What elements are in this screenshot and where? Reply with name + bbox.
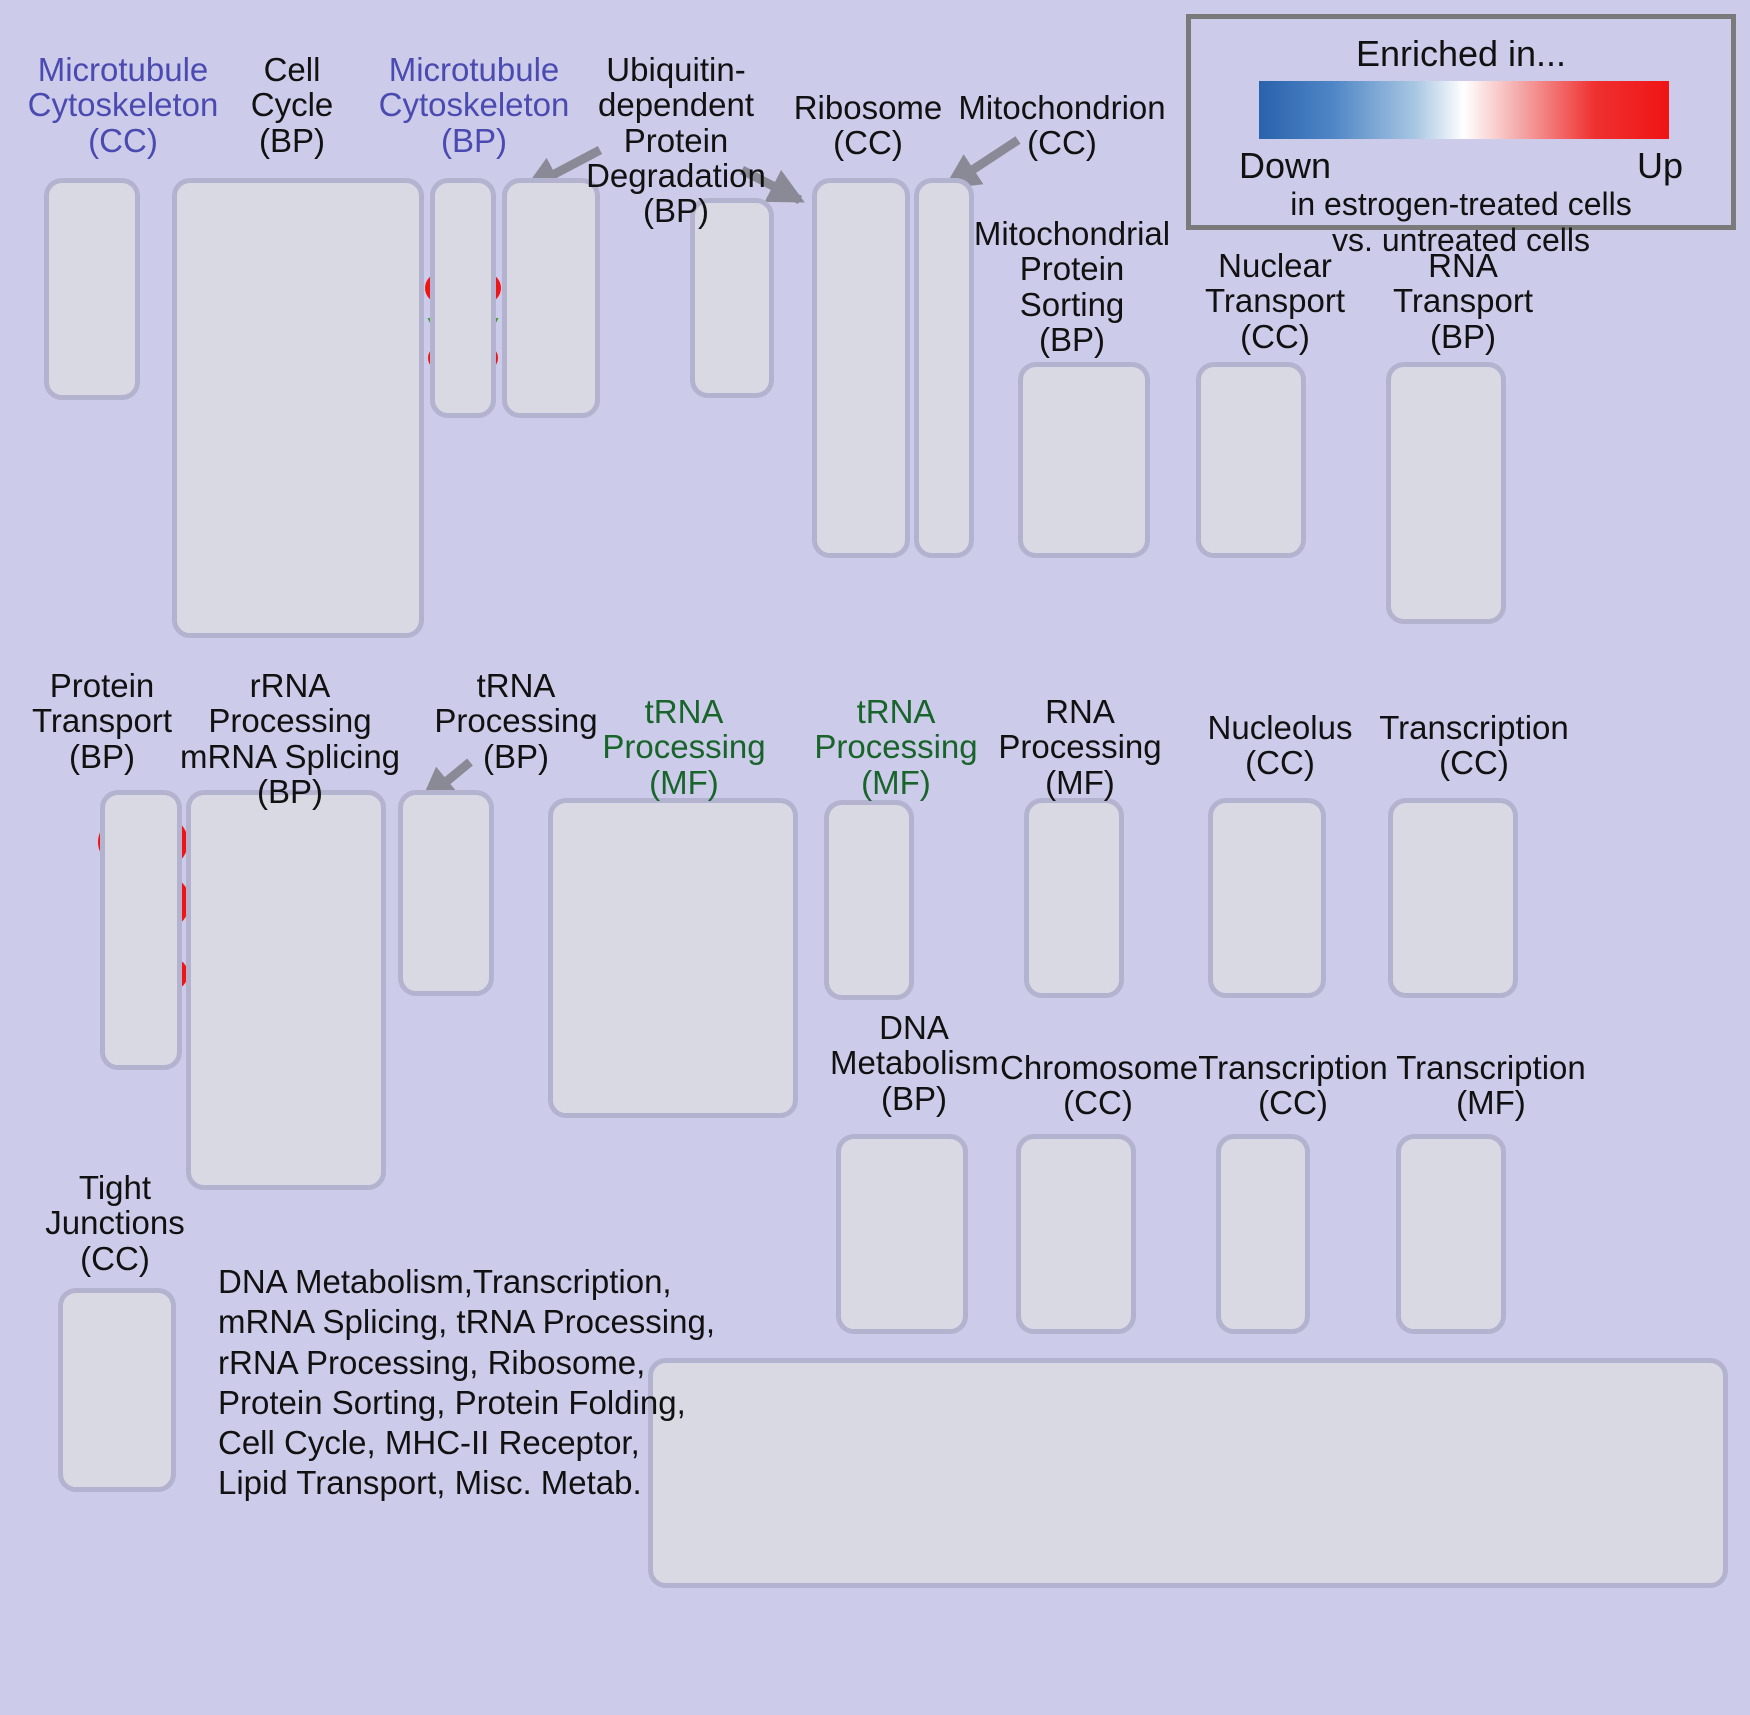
cluster-box[interactable] (548, 798, 798, 1118)
label-mitochondrion-cc: Mitochondrion (CC) (958, 89, 1166, 162)
cluster-box[interactable] (172, 178, 424, 638)
legend-caption: in estrogen-treated cells vs. untreated … (1290, 186, 1632, 258)
cluster-box[interactable] (502, 178, 600, 418)
label-transcription-mf: Transcription (MF) (1396, 1049, 1586, 1122)
legend-title: Enriched in... (1355, 33, 1567, 74)
cluster-box[interactable] (1396, 1134, 1506, 1334)
multi-category-text: DNA Metabolism,Transcription, mRNA Splic… (218, 1263, 716, 1502)
legend-gradient-bar (1259, 81, 1669, 139)
legend-up-label: Up (1636, 145, 1683, 186)
cluster-box[interactable] (1024, 798, 1124, 998)
cluster-box[interactable] (1016, 1134, 1136, 1334)
label-trna-processing-mf-2: tRNA Processing (MF) (814, 693, 978, 801)
cluster-box[interactable] (58, 1288, 176, 1492)
label-transcription-cc-2: Transcription (CC) (1198, 1049, 1388, 1122)
label-trna-processing-mf-1: tRNA Processing (MF) (602, 693, 766, 801)
cluster-box[interactable] (398, 790, 494, 996)
label-chromosome-cc: Chromosome (CC) (1000, 1049, 1199, 1122)
label-ubiquitin-protein-degradation-bp: Ubiquitin- dependent Protein Degradation… (586, 51, 766, 230)
label-microtubule-cytoskeleton-cc: Microtubule Cytoskeleton (CC) (27, 51, 219, 159)
label-trna-processing-bp: tRNA Processing (BP) (434, 667, 598, 775)
cluster-box[interactable] (44, 178, 140, 400)
label-mitochondrial-protein-sorting-bp: Mitochondrial Protein Sorting (BP) (973, 215, 1171, 358)
label-ribosome-cc: Ribosome (CC) (793, 89, 943, 162)
label-nuclear-transport-cc: Nuclear Transport (CC) (1205, 247, 1345, 355)
cluster-box[interactable] (914, 178, 974, 558)
label-protein-transport-bp: Protein Transport (BP) (32, 667, 172, 775)
cluster-box[interactable] (812, 178, 910, 558)
label-transcription-cc-1: Transcription (CC) (1379, 709, 1569, 782)
label-dna-metabolism-bp: DNA Metabolism (BP) (830, 1009, 999, 1117)
label-rrna-mrna-splicing-bp: rRNA Processing mRNA Splicing (BP) (179, 667, 401, 810)
cluster-box[interactable] (1216, 1134, 1310, 1334)
cluster-box[interactable] (1196, 362, 1306, 558)
cluster-box[interactable] (1208, 798, 1326, 998)
cluster-box[interactable] (100, 790, 182, 1070)
cluster-box[interactable] (1386, 362, 1506, 624)
cluster-box[interactable] (186, 790, 386, 1190)
cluster-box[interactable] (1018, 362, 1150, 558)
cluster-box[interactable] (824, 800, 914, 1000)
cluster-box[interactable] (648, 1358, 1728, 1588)
label-nucleolus-cc: Nucleolus (CC) (1207, 709, 1353, 782)
label-rna-transport-bp: RNA Transport (BP) (1393, 247, 1533, 355)
legend-down-label: Down (1239, 145, 1332, 186)
legend-box: Enriched in... Down Up in estrogen-treat… (1186, 14, 1736, 258)
cluster-box[interactable] (1388, 798, 1518, 998)
cluster-box[interactable] (690, 198, 774, 398)
cluster-box[interactable] (430, 178, 496, 418)
label-cell-cycle-bp: Cell Cycle (BP) (250, 51, 334, 159)
cluster-box[interactable] (836, 1134, 968, 1334)
label-rna-processing-mf: RNA Processing (MF) (998, 693, 1162, 801)
label-microtubule-cytoskeleton-bp: Microtubule Cytoskeleton (BP) (378, 51, 570, 159)
label-tight-junctions-cc: Tight Junctions (CC) (45, 1169, 185, 1277)
